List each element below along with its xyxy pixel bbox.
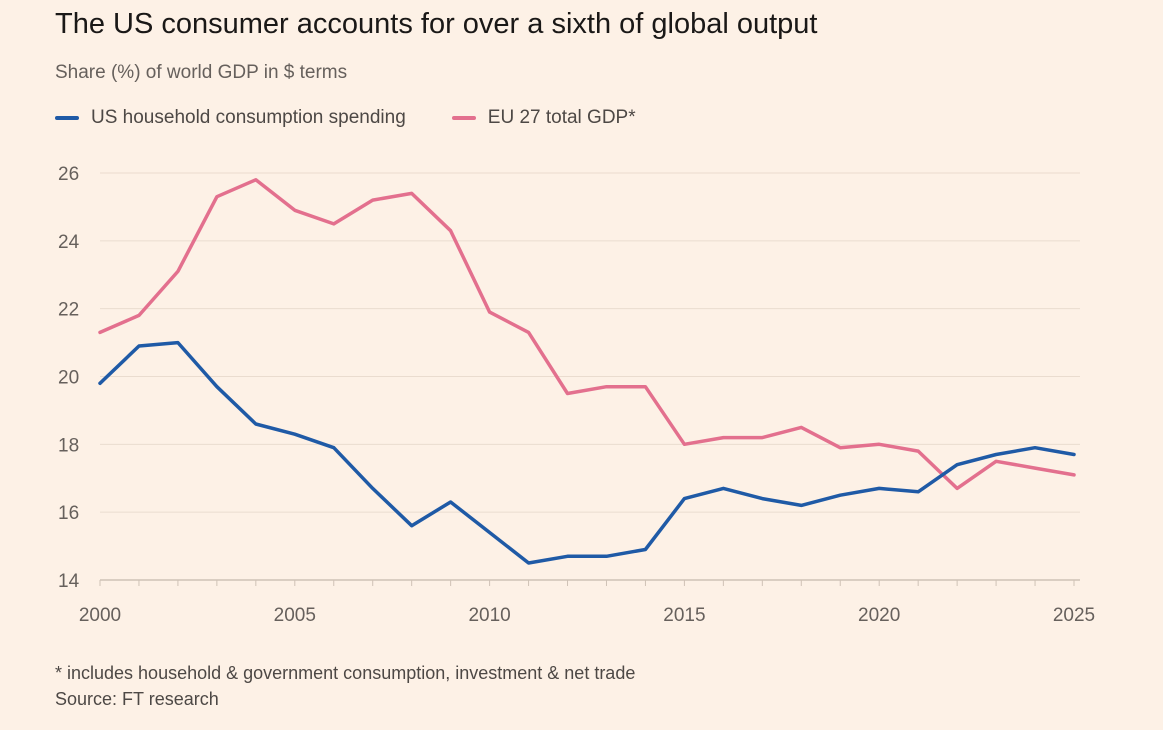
x-tick-label-2005: 2005 bbox=[274, 605, 316, 626]
legend-item-us: US household consumption spending bbox=[55, 107, 406, 129]
source-note: Source: FT research bbox=[55, 689, 219, 709]
y-tick-label-14: 14 bbox=[58, 571, 80, 592]
y-tick-label-22: 22 bbox=[58, 300, 79, 321]
legend-swatch-us bbox=[55, 116, 79, 120]
y-tick-label-20: 20 bbox=[58, 368, 79, 389]
footnote: * includes household & government consum… bbox=[55, 663, 636, 683]
legend-label-us: US household consumption spending bbox=[91, 107, 406, 128]
legend: US household consumption spending EU 27 … bbox=[55, 106, 682, 130]
x-tick-label-2025: 2025 bbox=[1053, 605, 1095, 626]
chart-subtitle: Share (%) of world GDP in $ terms bbox=[55, 62, 348, 83]
line-chart: 14 16 18 20 22 24 26 2000 2005 2010 2015 2020 2025 bbox=[58, 164, 1095, 626]
legend-label-eu: EU 27 total GDP* bbox=[487, 107, 636, 128]
legend-item-eu: EU 27 total GDP* bbox=[451, 107, 636, 129]
chart-title: The US consumer accounts for over a sixt… bbox=[55, 8, 818, 40]
y-tick-label-24: 24 bbox=[58, 232, 80, 253]
x-tick-label-2015: 2015 bbox=[663, 605, 705, 626]
y-tick-label-26: 26 bbox=[58, 164, 79, 185]
x-tick-label-2000: 2000 bbox=[79, 605, 121, 626]
y-tick-label-18: 18 bbox=[58, 435, 79, 456]
series-line-us bbox=[98, 340, 1076, 565]
y-tick-label-16: 16 bbox=[58, 503, 79, 524]
x-tick-label-2010: 2010 bbox=[468, 605, 510, 626]
series-line-eu bbox=[98, 178, 1076, 491]
legend-swatch-eu bbox=[451, 116, 476, 120]
x-tick-label-2020: 2020 bbox=[858, 605, 900, 626]
